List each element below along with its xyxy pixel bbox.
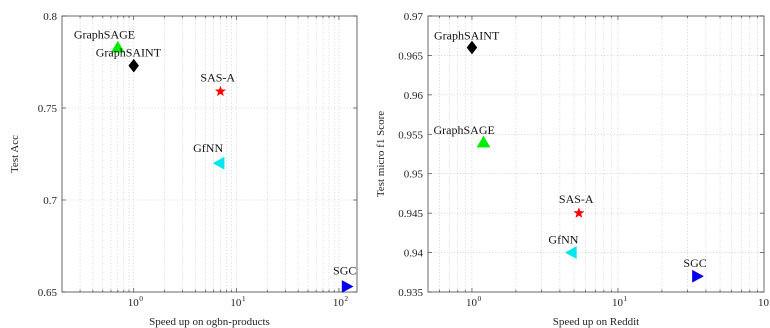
- left-point-gfnn-label: GfNN: [193, 141, 223, 155]
- left-point-gfnn: [212, 156, 225, 170]
- right-point-graphsaint: [466, 40, 478, 55]
- right-point-sas-a-label: SAS-A: [559, 192, 594, 206]
- left-point-graphsage-label: GraphSAGE: [74, 27, 135, 41]
- left-grid: [62, 16, 357, 292]
- left-xtick-exponent: 2: [344, 294, 348, 303]
- left-point-graphsaint-label: GraphSAINT: [96, 46, 162, 60]
- right-point-sgc: [692, 269, 704, 283]
- left-point-sas-a-label: SAS-A: [200, 70, 235, 84]
- left-axes-frame: [61, 15, 358, 293]
- left-point-graphsage: [110, 40, 125, 53]
- right-point-sgc-label: SGC: [683, 256, 706, 270]
- left-ytick-label: 0.8: [43, 11, 57, 23]
- right-xtick-exponent: 1: [623, 294, 627, 303]
- left-point-graphsaint: [128, 58, 140, 73]
- left-xtick-exponent: 1: [242, 294, 246, 303]
- left-point-sas-a: [214, 85, 227, 97]
- left-ytick-label: 0.7: [43, 195, 57, 207]
- left-point-sgc-label: SGC: [333, 263, 356, 277]
- left-y-axis-label: Test Acc: [9, 135, 21, 173]
- right-xtick-label: 10: [758, 297, 770, 309]
- left-point-sgc: [341, 280, 354, 293]
- right-xtick-exponent: 0: [477, 294, 481, 303]
- right-ytick-label: 0.935: [398, 287, 423, 299]
- right-point-graphsage: [476, 135, 491, 148]
- right-point-gfnn: [564, 246, 577, 259]
- right-ytick-label: 0.96: [404, 90, 424, 102]
- right-ytick-label: 0.97: [404, 11, 424, 23]
- right-ytick-label: 0.945: [398, 208, 423, 220]
- right-ytick-label: 0.955: [398, 129, 423, 141]
- right-point-graphsaint-label: GraphSAINT: [434, 29, 500, 43]
- right-xtick-label: 10: [466, 297, 478, 309]
- right-point-graphsage-label: GraphSAGE: [434, 123, 495, 137]
- left-ytick-label: 0.75: [38, 103, 58, 115]
- left-ytick-label: 0.65: [38, 287, 58, 299]
- left-xtick-exponent: 0: [139, 294, 143, 303]
- right-point-gfnn-label: GfNN: [548, 233, 578, 247]
- right-axes-frame: [427, 15, 765, 293]
- left-xtick-label: 10: [128, 297, 140, 309]
- right-xtick-label: 10: [612, 297, 624, 309]
- left-xtick-label: 10: [333, 297, 345, 309]
- right-point-sas-a: [573, 207, 585, 218]
- left-xtick-label: 10: [230, 297, 242, 309]
- right-ytick-label: 0.94: [404, 248, 424, 260]
- right-grid: [428, 16, 764, 292]
- right-scatter-panel: 1001011020.9350.940.9450.950.9550.960.96…: [375, 11, 770, 328]
- right-y-axis-label: Test micro f1 Score: [375, 111, 387, 197]
- right-ytick-label: 0.95: [404, 169, 424, 181]
- right-x-axis-label: Speed up on Reddit: [553, 316, 639, 328]
- right-ytick-label: 0.965: [398, 50, 423, 62]
- left-x-axis-label: Speed up on ogbn-products: [149, 316, 270, 328]
